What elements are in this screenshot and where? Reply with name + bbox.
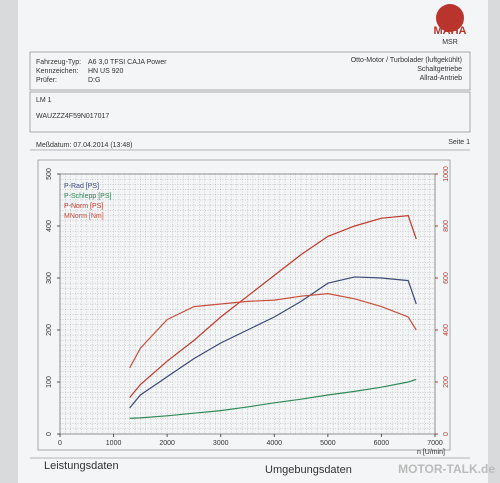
engine-info: Otto-Motor / Turbolader (luftgekühlt) (351, 57, 462, 64)
x-tick-label: 4000 (266, 440, 282, 447)
x-tick-label: 7000 (427, 440, 443, 447)
legend-entry: P-Norm [PS] (64, 203, 103, 210)
logo-sub: MSR (442, 39, 458, 46)
y2-tick-label: 0 (443, 432, 450, 436)
y2-tick-label: 800 (443, 220, 450, 232)
y-tick-label: 400 (46, 220, 53, 232)
logo-badge (436, 4, 464, 32)
x-tick-label: 5000 (320, 440, 336, 447)
y2-tick-label: 1000 (443, 166, 450, 182)
x-tick-label: 0 (58, 440, 62, 447)
series-line (129, 292, 417, 369)
logo: MAHA (434, 25, 467, 37)
field-value: D:G (88, 77, 100, 84)
run-box (29, 91, 471, 133)
y-tick-label: 500 (46, 168, 53, 180)
y2-tick-label: 400 (443, 324, 450, 336)
engine-info: Allrad-Antrieb (420, 75, 463, 82)
info-box (29, 51, 471, 91)
x-tick-label: 3000 (213, 440, 229, 447)
field-label: Prüfer: (36, 77, 57, 84)
x-tick-label: 6000 (374, 440, 390, 447)
date: Meßdatum: 07.04.2014 (13:48) (36, 142, 133, 149)
engine-info: Schaltgetriebe (417, 66, 462, 73)
legend-entry: MNorm [Nm] (64, 213, 104, 220)
section-title: Umgebungsdaten (265, 464, 352, 476)
y-tick-label: 100 (46, 376, 53, 388)
x-tick-label: 2000 (159, 440, 175, 447)
section-title: Leistungsdaten (44, 460, 119, 472)
legend-entry: P-Schlepp [PS] (64, 193, 112, 200)
series-line (129, 378, 417, 419)
y-tick-label: 300 (46, 272, 53, 284)
field-value: HN US 920 (88, 68, 124, 75)
field-value: A6 3,0 TFSI CAJA Power (88, 59, 167, 66)
y-tick-label: 200 (46, 324, 53, 336)
series-line (129, 214, 417, 398)
field-label: Kennzeichen: (36, 68, 78, 75)
watermark: MOTOR-TALK.de (398, 462, 495, 476)
chart-frame (37, 159, 451, 451)
series-line (129, 276, 417, 409)
field-label: Fahrzeug-Typ: (36, 59, 81, 66)
y2-tick-label: 200 (443, 376, 450, 388)
x-axis-label: n [U/min] (417, 449, 445, 456)
y2-tick-label: 600 (443, 272, 450, 284)
page-number: Seite 1 (448, 139, 470, 146)
plot-area (59, 173, 436, 435)
x-tick-label: 1000 (106, 440, 122, 447)
y-tick-label: 0 (46, 432, 53, 436)
legend-entry: P-Rad [PS] (64, 183, 99, 190)
run: LM 1 (36, 97, 52, 104)
vin: WAUZZZ4F59N017017 (36, 113, 109, 120)
